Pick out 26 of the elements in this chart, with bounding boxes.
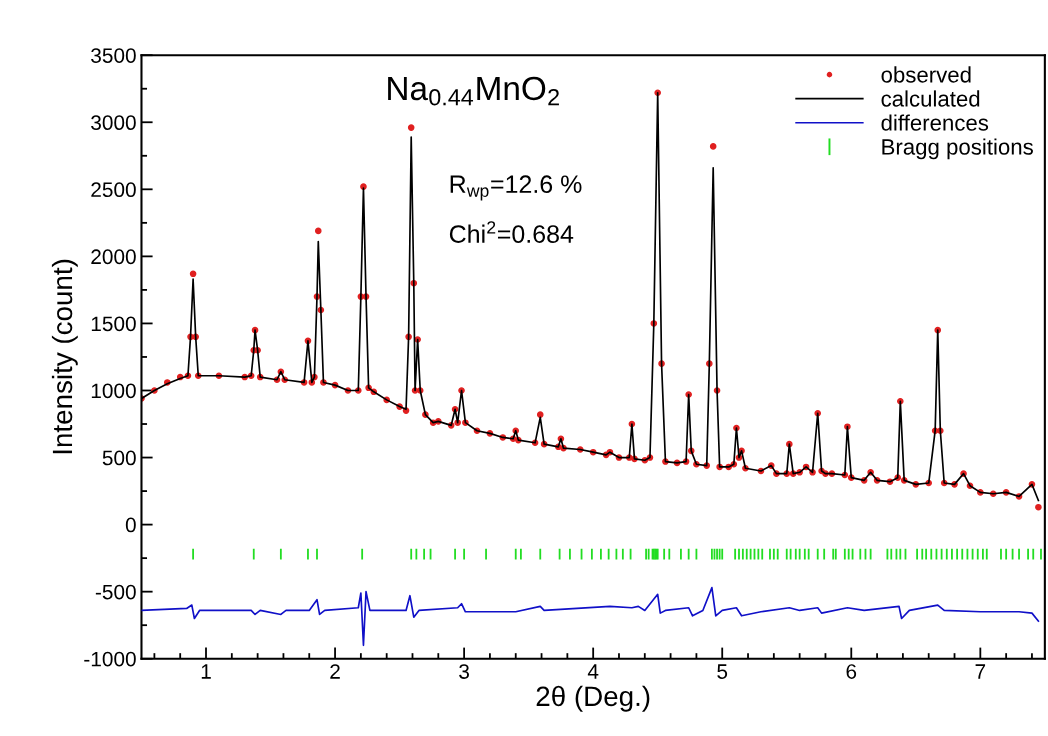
y-tick-label: 3000 (91, 115, 136, 131)
x-tick-label: 2 (330, 664, 340, 679)
y-tick-label: -500 (95, 584, 136, 600)
y-tick-label: 1000 (91, 383, 136, 399)
legend-label: Bragg positions (882, 138, 1033, 160)
x-tick-label: 4 (587, 664, 599, 679)
y-tick-label: 3500 (91, 48, 136, 63)
x-tick-label: 6 (846, 664, 857, 679)
y-tick-label: 2500 (91, 182, 136, 198)
annotation: R$_{wp}$=12.6 % (450, 175, 582, 201)
annotation: Na$_{0.44}$MnO$_{2}$ (388, 76, 559, 106)
y-tick-label: -1000 (84, 651, 136, 667)
x-tick-label: 7 (975, 664, 986, 679)
x-tick-label: 5 (717, 664, 728, 679)
x-tick-label: 3 (459, 664, 469, 679)
x-tick-label: 1 (201, 664, 211, 679)
legend-label: observed (881, 66, 971, 83)
x-axis-title: 2θ (Deg.) (536, 685, 650, 712)
annotation: Chi$^{2}$=0.684 (449, 221, 574, 243)
y-tick-label: 500 (102, 450, 136, 466)
legend-label: calculated (881, 90, 980, 107)
y-axis-title: Intensity (count) (51, 259, 78, 454)
y-tick-label: 1500 (91, 316, 136, 332)
legend-label: differences (881, 114, 989, 131)
y-tick-label: 0 (125, 517, 136, 533)
y-tick-label: 2000 (91, 249, 136, 265)
